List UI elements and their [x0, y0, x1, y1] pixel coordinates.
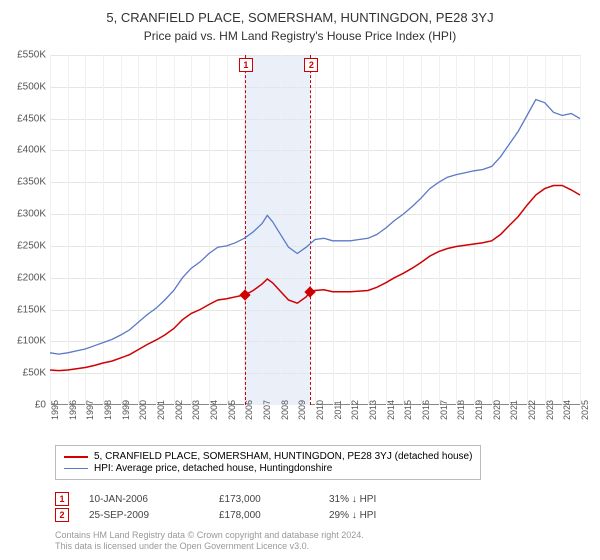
footer: Contains HM Land Registry data © Crown c…	[55, 530, 364, 552]
y-tick-label: £250K	[17, 240, 46, 251]
y-tick-label: £300K	[17, 209, 46, 220]
footer-line2: This data is licensed under the Open Gov…	[55, 541, 364, 552]
footer-line1: Contains HM Land Registry data © Crown c…	[55, 530, 364, 541]
legend: 5, CRANFIELD PLACE, SOMERSHAM, HUNTINGDO…	[55, 445, 481, 480]
chart-subtitle: Price paid vs. HM Land Registry's House …	[0, 25, 600, 51]
series-property	[50, 186, 580, 371]
sale-row: 2 25-SEP-2009£178,00029% ↓ HPI	[55, 508, 429, 522]
sale-row-marker: 2	[55, 508, 69, 522]
y-tick-label: £550K	[17, 50, 46, 61]
y-tick-label: £0	[35, 400, 46, 411]
legend-swatch-hpi	[64, 468, 88, 470]
legend-swatch-property	[64, 456, 88, 458]
y-tick-label: £400K	[17, 145, 46, 156]
y-tick-label: £100K	[17, 336, 46, 347]
sale-date: 10-JAN-2006	[89, 494, 219, 505]
y-tick-label: £200K	[17, 272, 46, 283]
sale-delta: 31% ↓ HPI	[329, 494, 429, 505]
legend-label-hpi: HPI: Average price, detached house, Hunt…	[94, 463, 332, 474]
sale-delta: 29% ↓ HPI	[329, 510, 429, 521]
y-tick-label: £450K	[17, 113, 46, 124]
y-tick-label: £350K	[17, 177, 46, 188]
legend-item-property: 5, CRANFIELD PLACE, SOMERSHAM, HUNTINGDO…	[64, 451, 472, 462]
chart-title: 5, CRANFIELD PLACE, SOMERSHAM, HUNTINGDO…	[0, 0, 600, 25]
x-gridline	[580, 55, 581, 405]
sale-row: 1 10-JAN-2006£173,00031% ↓ HPI	[55, 492, 429, 506]
sales-table: 1 10-JAN-2006£173,00031% ↓ HPI 2 25-SEP-200…	[55, 490, 429, 524]
y-tick-label: £500K	[17, 81, 46, 92]
y-tick-label: £150K	[17, 304, 46, 315]
sale-price: £178,000	[219, 510, 329, 521]
y-tick-label: £50K	[23, 368, 46, 379]
x-tick-label: 2025	[580, 400, 590, 420]
sale-row-marker: 1	[55, 492, 69, 506]
legend-item-hpi: HPI: Average price, detached house, Hunt…	[64, 463, 472, 474]
legend-label-property: 5, CRANFIELD PLACE, SOMERSHAM, HUNTINGDO…	[94, 451, 472, 462]
sale-date: 25-SEP-2009	[89, 510, 219, 521]
chart-area: £0£50K£100K£150K£200K£250K£300K£350K£400…	[50, 55, 580, 405]
chart-lines	[50, 55, 580, 405]
sale-price: £173,000	[219, 494, 329, 505]
series-hpi	[50, 100, 580, 355]
